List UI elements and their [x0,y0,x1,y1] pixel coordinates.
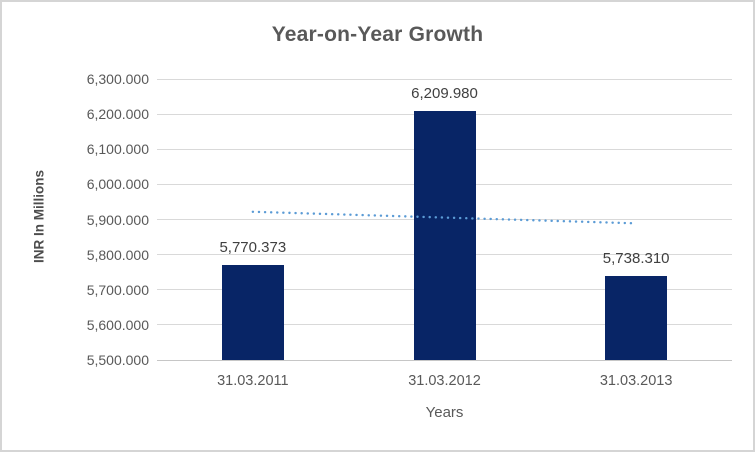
data-label: 6,209.980 [411,84,478,102]
gridline [157,78,732,80]
x-tick-label: 31.03.2013 [599,373,673,389]
y-tick-label: 5,900.000 [86,211,149,228]
plot-area: 5,770.373 6,209.980 5,738.310 [157,78,732,361]
x-tick-label: 31.03.2012 [408,373,481,389]
bar-31.03.2012 [413,110,476,360]
data-label: 5,770.373 [219,239,287,257]
y-tick-label: 5,500.000 [86,352,149,368]
y-tick-label: 6,200.000 [86,106,149,123]
chart-title: Year-on-Year Growth [271,23,484,46]
x-tick-label: 31.03.2011 [217,373,289,389]
data-label: 5,738.310 [602,250,670,268]
y-tick-label: 6,100.000 [86,141,149,158]
bar-31.03.2011 [221,265,284,360]
x-axis-line [157,359,732,361]
y-tick-label: 5,700.000 [86,281,149,298]
x-axis-title: Years [425,404,464,421]
y-tick-label: 5,800.000 [86,246,149,263]
y-tick-label: 6,300.000 [86,71,149,87]
y-tick-label: 6,000.000 [86,176,149,193]
y-tick-label: 5,600.000 [86,316,149,333]
bar-31.03.2013 [605,276,668,360]
